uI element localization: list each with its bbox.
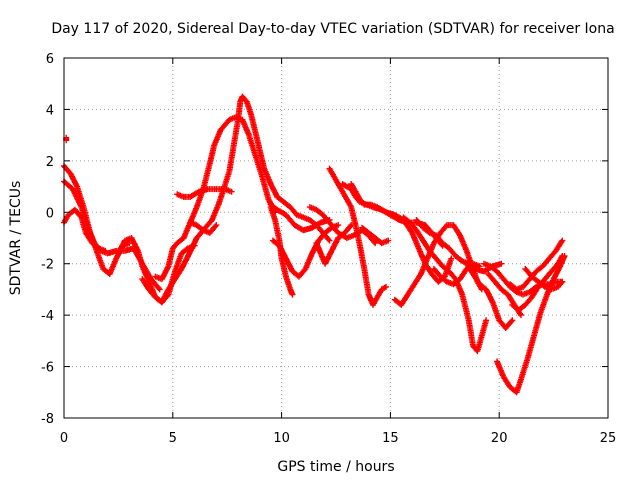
series-track-08 bbox=[174, 186, 235, 200]
data-point-markers bbox=[174, 186, 235, 200]
series-track-04 bbox=[63, 134, 70, 144]
series-track-30 bbox=[509, 253, 566, 313]
series-track-16 bbox=[326, 165, 389, 308]
x-tick-label: 20 bbox=[491, 431, 508, 446]
y-tick-label: 4 bbox=[46, 103, 54, 118]
y-tick-label: 2 bbox=[46, 155, 54, 170]
plot-frame bbox=[63, 57, 609, 419]
series-track-19 bbox=[359, 224, 392, 247]
y-axis-label: SDTVAR / TECUs bbox=[8, 181, 24, 296]
chart-title: Day 117 of 2020, Sidereal Day-to-day VTE… bbox=[51, 21, 614, 37]
y-tick-label: -4 bbox=[41, 309, 54, 324]
data-point-markers bbox=[359, 224, 392, 247]
x-axis-label: GPS time / hours bbox=[277, 459, 394, 475]
y-tick-label: 6 bbox=[46, 52, 54, 67]
y-tick-label: 0 bbox=[46, 206, 54, 221]
data-point-markers bbox=[348, 181, 455, 285]
series-track-18 bbox=[348, 181, 455, 285]
x-tick-label: 10 bbox=[273, 431, 290, 446]
x-tick-label: 25 bbox=[600, 431, 617, 446]
series-track-13 bbox=[269, 222, 342, 280]
data-point-markers bbox=[63, 134, 70, 144]
data-point-markers bbox=[187, 219, 220, 236]
y-tick-label: -8 bbox=[41, 412, 54, 427]
data-point-markers bbox=[152, 114, 279, 283]
series-track-12 bbox=[267, 201, 333, 234]
x-tick-label: 0 bbox=[60, 431, 68, 446]
data-point-markers bbox=[326, 165, 389, 308]
data-point-markers bbox=[509, 253, 566, 313]
series-track-07 bbox=[152, 114, 279, 283]
x-tick-label: 5 bbox=[169, 431, 177, 446]
series-track-24 bbox=[463, 260, 516, 331]
y-tick-label: -2 bbox=[41, 258, 54, 273]
data-point-markers bbox=[313, 222, 355, 267]
series-track-09 bbox=[187, 219, 220, 236]
axis-ticks: 0 5 10 15 20 25 -8 -6 -4 -2 0 2 4 6 bbox=[41, 52, 616, 446]
plot-area bbox=[61, 93, 568, 396]
grid-lines bbox=[64, 58, 608, 418]
series-track-15 bbox=[313, 222, 355, 267]
y-tick-label: -6 bbox=[41, 361, 54, 376]
data-point-markers bbox=[269, 222, 342, 280]
x-tick-label: 15 bbox=[382, 431, 399, 446]
data-point-markers bbox=[267, 201, 333, 234]
data-point-markers bbox=[463, 260, 516, 331]
